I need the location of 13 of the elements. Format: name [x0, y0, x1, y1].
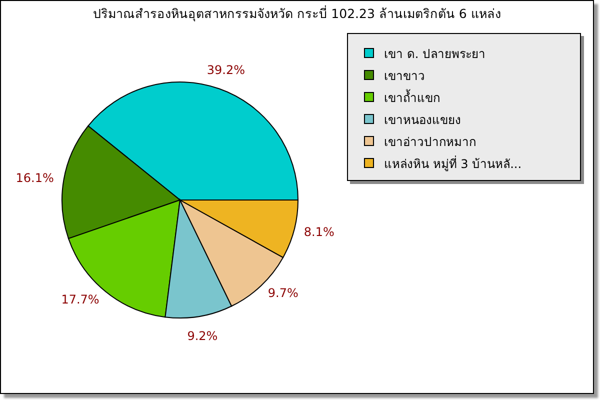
legend-label: แหล่งหิน หมู่ที่ 3 บ้านหลั... [384, 154, 522, 172]
chart-title: ปริมาณสำรองหินอุตสาหกรรมจังหวัด กระบี่ 102.23 ล้านเมตริกตัน 6 แหล่ง [92, 4, 502, 24]
data-label: 9.7% [268, 286, 298, 300]
data-label: 9.2% [187, 329, 218, 344]
legend-label: เขาหนองแขยง [384, 112, 461, 128]
data-label: 39.2% [206, 62, 245, 77]
data-label: 16.1% [16, 170, 54, 185]
legend-label: เขา ด. ปลายพระยา [384, 46, 486, 62]
legend-label: เขาขาว [384, 68, 425, 84]
data-label: 8.1% [304, 225, 334, 240]
data-label: 17.7% [61, 292, 100, 306]
legend-label: เขาอ่าวปากหมาก [384, 134, 476, 150]
legend-label: เขาถ้ำแขก [384, 88, 440, 106]
